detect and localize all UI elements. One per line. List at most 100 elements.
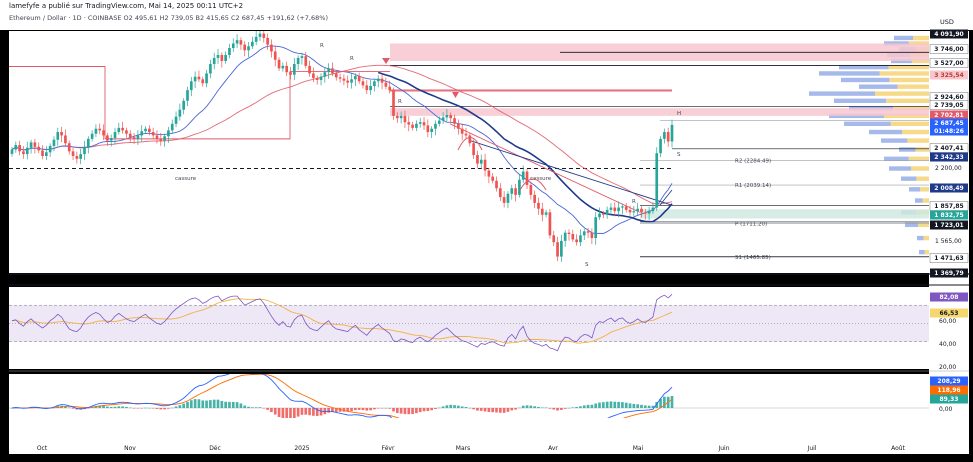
candle-body — [60, 132, 63, 136]
macd-histogram-bar — [270, 408, 273, 413]
price-tag-label: 2 687,45 — [934, 120, 963, 127]
volume-bar-up — [841, 77, 890, 83]
candle-body — [361, 81, 365, 86]
macd-histogram-bar — [609, 401, 613, 408]
candle-body — [476, 155, 479, 164]
candle-body — [155, 135, 159, 139]
time-tick-label: Févr — [382, 445, 395, 452]
macd-histogram-bar — [521, 405, 525, 408]
candle-body — [209, 64, 212, 74]
time-tick-label: Juil — [807, 445, 817, 452]
indicator-lines — [9, 45, 673, 234]
projection-line — [659, 189, 673, 206]
symbol-label: Ethereum / Dollar · 1D · COINBASE — [9, 14, 122, 22]
candle-body — [624, 206, 628, 210]
candle-body — [418, 122, 422, 124]
rsi-tag-label: 82,08 — [940, 294, 959, 301]
macd-histogram-bar — [571, 407, 575, 408]
candle-body — [388, 86, 392, 91]
macd-histogram-bar — [357, 408, 361, 410]
candle-body — [373, 81, 376, 87]
macd-histogram-bar — [640, 404, 643, 408]
macd-histogram-bar — [380, 408, 384, 409]
candle-body — [273, 51, 277, 60]
macd-histogram-bar — [567, 407, 571, 409]
candle-body — [52, 139, 56, 146]
macd-histogram-bar — [247, 406, 250, 408]
candle-body — [659, 138, 662, 154]
macd-histogram-bar — [148, 407, 151, 409]
rsi-indicator — [9, 294, 929, 352]
macd-histogram-bar — [525, 405, 529, 408]
candle-body — [399, 115, 403, 119]
candle-body — [224, 54, 227, 61]
candle-body — [319, 76, 323, 80]
price-tags: 4 091,90 3 746,00 3 527,00 3 325,54 2 924,60… — [929, 29, 969, 404]
candle-body — [201, 79, 205, 84]
macd-pane[interactable] — [9, 374, 929, 418]
candle-body — [83, 146, 86, 155]
candle-body — [338, 77, 342, 79]
main-pane[interactable] — [9, 31, 929, 273]
macd-indicator — [9, 374, 929, 418]
macd-histogram-bar — [411, 408, 414, 415]
macd-histogram-bar — [483, 408, 487, 412]
macd-histogram-bar — [498, 408, 502, 413]
macd-histogram-bar — [670, 396, 674, 408]
rsi-tag-box — [930, 292, 968, 302]
macd-histogram-bar — [228, 401, 231, 408]
macd-histogram-bar — [121, 406, 124, 408]
macd-histogram-bar — [376, 408, 380, 409]
macd-histogram-bar — [430, 408, 433, 411]
candle-body — [651, 207, 655, 212]
price-tag-box — [930, 126, 968, 136]
price-tag-box — [930, 220, 968, 230]
price-tag-label: 3 746,00 — [934, 46, 963, 53]
candle-body — [586, 231, 590, 233]
candle-body — [575, 239, 578, 243]
macd-histogram-bar — [205, 400, 208, 408]
macd-histogram-bar — [140, 408, 144, 409]
candle-body — [239, 40, 243, 45]
macd-histogram-bar — [361, 408, 365, 411]
currency-label: USD — [940, 18, 954, 26]
macd-histogram-bar — [506, 408, 510, 412]
candle-body — [117, 127, 121, 133]
macd-histogram-bar — [407, 408, 411, 415]
candle-body — [308, 65, 311, 74]
volume-bar-up — [905, 222, 919, 228]
macd-histogram-bar — [579, 406, 582, 408]
macd-histogram-bar — [510, 408, 514, 411]
macd-histogram-bar — [354, 408, 357, 411]
candle-body — [304, 56, 308, 66]
volume-bar-down — [922, 198, 929, 203]
candle-body — [594, 217, 598, 239]
candle-body — [590, 232, 594, 239]
candle-body — [392, 90, 395, 116]
candle-body — [159, 138, 163, 141]
macd-histogram-bar — [285, 408, 289, 418]
macd-histogram-bar — [231, 401, 235, 408]
macd-histogram-bar — [71, 408, 75, 409]
zone-rect — [640, 209, 929, 219]
candle-body — [426, 125, 430, 133]
macd-histogram-bar — [170, 407, 174, 409]
macd-tag-box — [930, 394, 968, 404]
time-axis — [9, 418, 969, 454]
candle-body — [384, 82, 388, 87]
macd-histogram-bar — [502, 408, 506, 413]
candle-body — [502, 197, 506, 203]
macd-histogram-bar — [434, 408, 437, 409]
breakout-label: cassure — [175, 176, 197, 182]
macd-histogram-bar — [544, 407, 548, 409]
swing-label: S — [677, 152, 681, 158]
macd-histogram-bar — [395, 408, 399, 414]
macd-histogram-bar — [315, 408, 319, 417]
macd-histogram-bar — [189, 400, 193, 408]
candle-body — [167, 130, 170, 137]
candle-body — [434, 123, 437, 129]
candle-body — [216, 54, 220, 58]
candle-body — [182, 100, 186, 110]
macd-histogram-bar — [235, 402, 239, 408]
